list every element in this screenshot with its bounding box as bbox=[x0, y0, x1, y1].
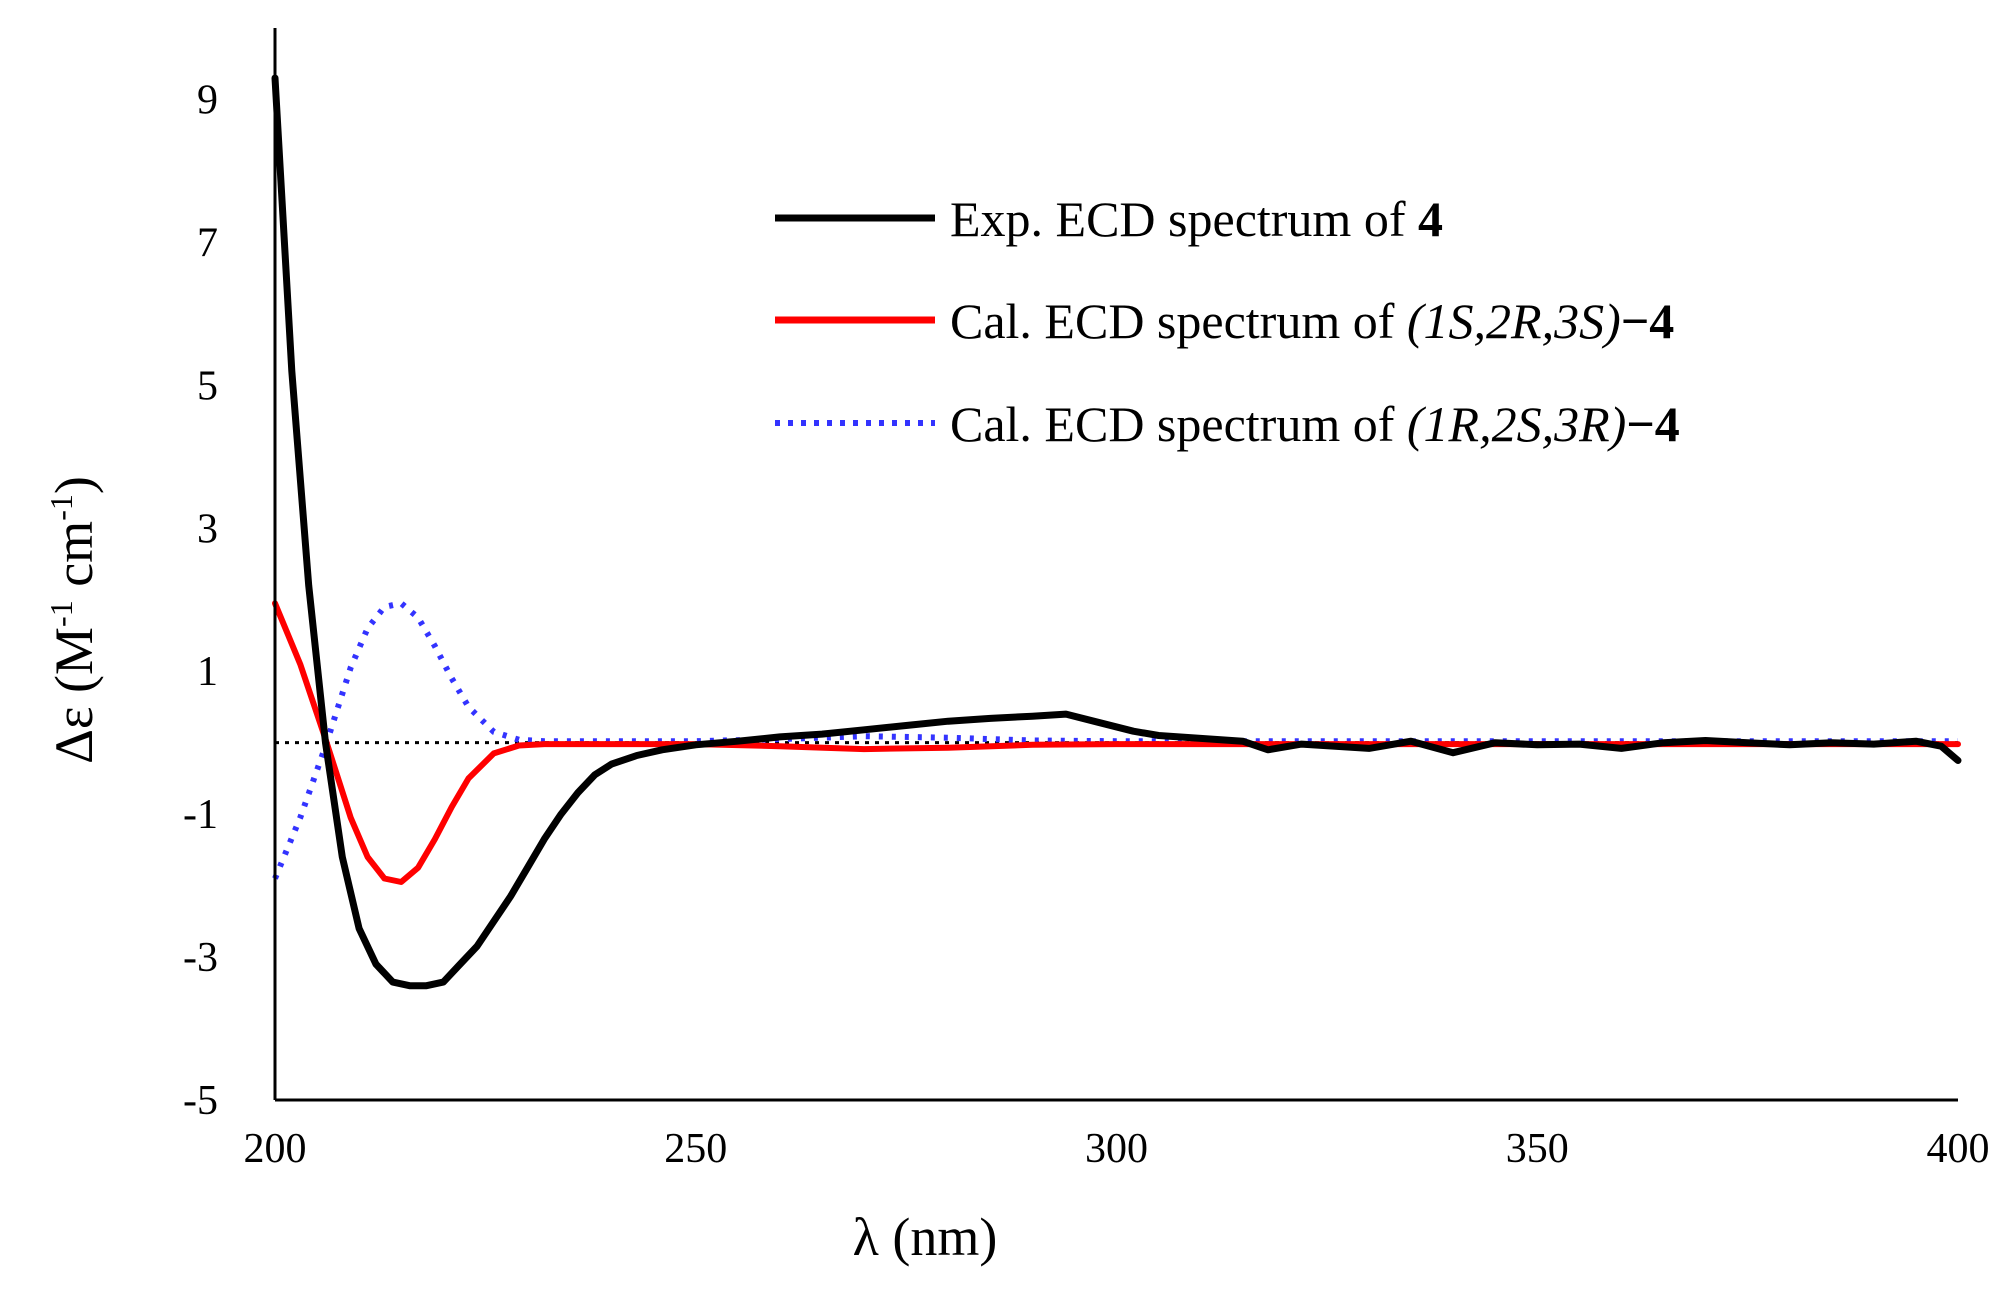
x-axis-title: λ (nm) bbox=[853, 1207, 998, 1267]
legend-label-cal-1s2r3s-config: (1S,2R,3S) bbox=[1407, 293, 1621, 349]
y-axis-title-sup1: -1 bbox=[43, 600, 79, 627]
legend-label-exp-text: Exp. ECD spectrum of bbox=[950, 191, 1418, 247]
legend-label-cal-1s2r3s: Cal. ECD spectrum of (1S,2R,3S)−4 bbox=[950, 293, 1674, 349]
y-tick-labels: -5 -3 -1 1 3 5 7 9 bbox=[183, 77, 218, 1124]
legend-label-cal-1s2r3s-text: Cal. ECD spectrum of bbox=[950, 293, 1407, 349]
axes bbox=[273, 28, 1958, 1102]
series-line-0 bbox=[271, 74, 1962, 990]
x-tick-label: 250 bbox=[664, 1126, 727, 1172]
x-tick-label: 200 bbox=[244, 1126, 307, 1172]
legend-label-cal-1r2s3r-config: (1R,2S,3R) bbox=[1407, 396, 1626, 452]
y-tick-label: 3 bbox=[197, 506, 218, 552]
y-tick-label: 5 bbox=[197, 363, 218, 409]
x-tick-label: 350 bbox=[1506, 1126, 1569, 1172]
y-axis-title-mid: cm bbox=[44, 521, 104, 600]
legend-label-cal-1r2s3r: Cal. ECD spectrum of (1R,2S,3R)−4 bbox=[950, 396, 1680, 452]
legend-label-exp-compound: 4 bbox=[1418, 191, 1443, 247]
y-tick-label: 7 bbox=[197, 220, 218, 266]
legend: Exp. ECD spectrum of 4 Cal. ECD spectrum… bbox=[775, 191, 1680, 452]
y-axis-title-sup2: -1 bbox=[43, 494, 79, 521]
series-line-1 bbox=[272, 600, 1961, 885]
y-axis-title-suffix: ) bbox=[44, 476, 104, 494]
series-layer bbox=[271, 74, 1962, 990]
y-tick-label: 9 bbox=[197, 77, 218, 123]
y-axis-title-prefix: Δε (M bbox=[44, 627, 104, 764]
legend-label-cal-1r2s3r-compound: −4 bbox=[1626, 396, 1680, 452]
y-axis-title: Δε (M-1 cm-1) bbox=[43, 476, 104, 764]
y-tick-label: -3 bbox=[183, 935, 218, 981]
x-tick-labels: 200 250 300 350 400 bbox=[244, 1126, 1990, 1172]
legend-label-cal-1r2s3r-text: Cal. ECD spectrum of bbox=[950, 396, 1407, 452]
legend-label-exp: Exp. ECD spectrum of 4 bbox=[950, 191, 1443, 247]
y-tick-label: 1 bbox=[197, 649, 218, 695]
y-tick-label: -1 bbox=[183, 792, 218, 838]
legend-label-cal-1s2r3s-compound: −4 bbox=[1621, 293, 1675, 349]
y-tick-label: -5 bbox=[183, 1078, 218, 1124]
x-tick-label: 300 bbox=[1085, 1126, 1148, 1172]
x-tick-label: 400 bbox=[1927, 1126, 1990, 1172]
